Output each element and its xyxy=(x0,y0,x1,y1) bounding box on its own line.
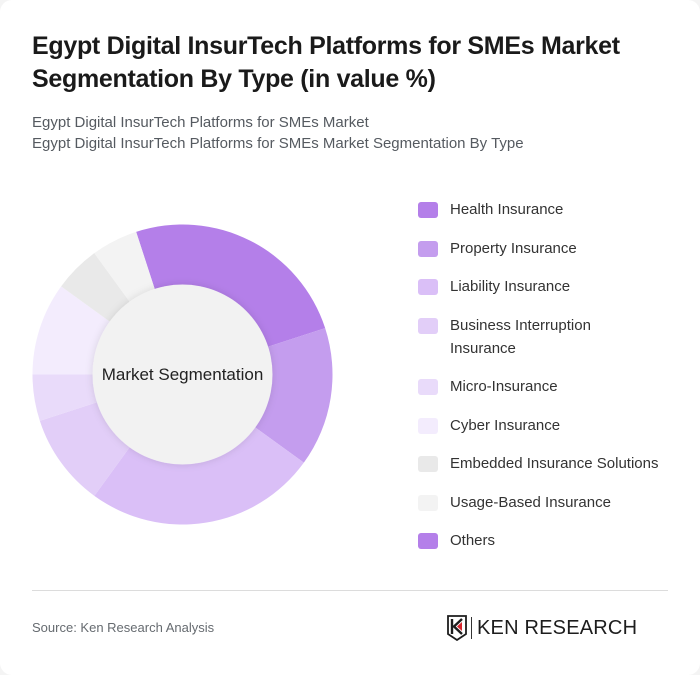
legend-swatch xyxy=(418,240,438,257)
legend-item-usage-based-insurance[interactable]: Usage-Based Insurance xyxy=(418,491,678,514)
legend-item-embedded-insurance-solutions[interactable]: Embedded Insurance Solutions xyxy=(418,452,678,475)
legend-swatch xyxy=(418,279,438,295)
donut-svg xyxy=(32,224,333,525)
chart-subtitle-line-2: Egypt Digital InsurTech Platforms for SM… xyxy=(32,135,524,152)
legend-item-property-insurance[interactable]: Property Insurance xyxy=(418,237,678,260)
chart-title-line-1: Egypt Digital InsurTech Platforms for SM… xyxy=(32,32,620,60)
donut-slice-property-insurance[interactable] xyxy=(254,328,333,463)
source-text: Source: Ken Research Analysis xyxy=(32,620,215,635)
legend-item-liability-insurance[interactable]: Liability Insurance xyxy=(418,275,678,298)
legend-label: Business Interruption Insurance xyxy=(450,316,591,357)
legend-swatch xyxy=(418,456,438,472)
donut-slice-health-insurance[interactable] xyxy=(136,224,326,347)
donut-slice-embedded-insurance-solutions[interactable] xyxy=(61,253,131,323)
legend-swatch xyxy=(418,533,438,549)
legend-item-cyber-insurance[interactable]: Cyber Insurance xyxy=(418,414,678,437)
legend-label: Embedded Insurance Solutions xyxy=(450,455,659,472)
chart-subtitle-line-1: Egypt Digital InsurTech Platforms for SM… xyxy=(32,114,369,131)
logo-separator xyxy=(471,617,472,639)
legend-item-health-insurance[interactable]: Health Insurance xyxy=(418,198,678,221)
legend-item-business-interruption-insurance[interactable]: Business Interruption Insurance xyxy=(418,314,678,360)
donut-slice-micro-insurance[interactable] xyxy=(32,374,98,421)
legend-swatch xyxy=(418,417,438,434)
donut-slice-liability-insurance[interactable] xyxy=(94,426,304,525)
legend-label: Liability Insurance xyxy=(450,278,571,295)
donut-slice-business-interruption-insurance[interactable] xyxy=(39,402,131,496)
logo-text: KEN RESEARCH xyxy=(477,616,638,639)
donut-chart: Market Segmentation xyxy=(32,224,333,525)
legend-label: Micro-Insurance xyxy=(450,378,558,395)
chart-legend: Health Insurance Property Insurance Liab… xyxy=(418,198,678,568)
legend-label: Others xyxy=(450,532,496,549)
legend-swatch xyxy=(418,317,438,334)
legend-item-others[interactable]: Others xyxy=(418,529,678,552)
donut-slice-cyber-insurance[interactable] xyxy=(32,286,111,375)
legend-swatch xyxy=(418,202,438,218)
donut-hole xyxy=(92,284,273,465)
legend-label: Cyber Insurance xyxy=(450,416,561,434)
donut-slices xyxy=(32,224,333,525)
donut-slice-usage-based-insurance[interactable] xyxy=(94,231,155,303)
footer-divider xyxy=(32,590,668,591)
legend-label: Usage-Based Insurance xyxy=(450,493,611,511)
chart-title-line-2: Segmentation By Type (in value %) xyxy=(32,65,436,93)
ken-research-shield-icon xyxy=(447,615,467,641)
chart-title: Egypt Digital InsurTech Platforms for SM… xyxy=(32,30,672,96)
ken-research-logo: KEN RESEARCH xyxy=(447,615,637,641)
legend-label: Property Insurance xyxy=(450,239,577,257)
chart-subtitle: Egypt Digital InsurTech Platforms for SM… xyxy=(32,112,672,154)
legend-label: Health Insurance xyxy=(450,201,564,218)
legend-swatch xyxy=(418,494,438,511)
legend-item-micro-insurance[interactable]: Micro-Insurance xyxy=(418,375,678,398)
legend-swatch xyxy=(418,379,438,395)
